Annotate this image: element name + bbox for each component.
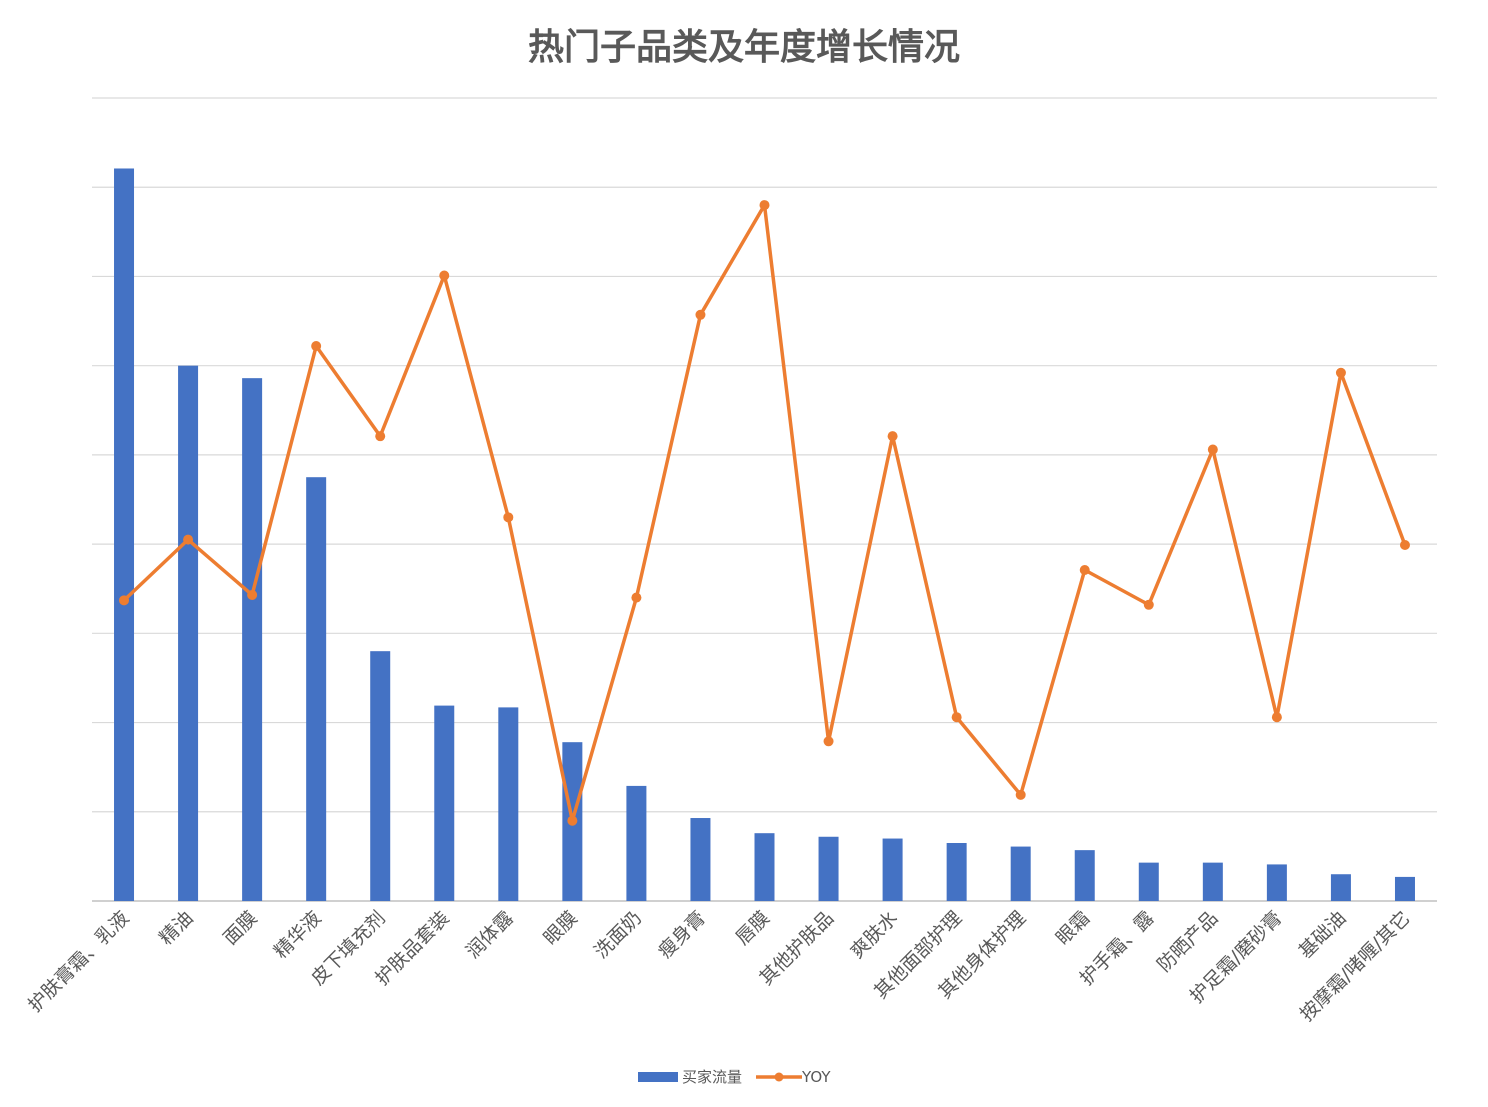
x-tick-label: 基础油 (1295, 907, 1351, 963)
legend-line-swatch (756, 1072, 803, 1081)
bar (626, 785, 647, 901)
bar (1202, 862, 1223, 901)
bar (242, 378, 263, 901)
yoy-point (823, 736, 834, 747)
bar (434, 705, 455, 901)
yoy-point (1207, 444, 1218, 455)
yoy-point (183, 534, 194, 545)
x-tick-label: 面膜 (219, 907, 261, 949)
bar (370, 651, 391, 901)
bar (1074, 850, 1095, 901)
bar (1394, 876, 1415, 901)
x-tick-label: 护肤膏霜、乳液 (23, 906, 133, 1016)
legend-item-line: YOY (756, 1068, 831, 1086)
yoy-point (1399, 540, 1410, 551)
x-tick-label: 爽肤水 (846, 907, 902, 963)
bar (114, 168, 135, 902)
x-tick-label: 唇膜 (732, 907, 774, 949)
yoy-point (119, 595, 130, 606)
bar (498, 707, 519, 901)
yoy-point (567, 815, 578, 826)
bar (882, 838, 903, 901)
x-tick-label: 按摩霜/啫喱/其它 (1296, 907, 1415, 1026)
yoy-point (503, 512, 514, 523)
yoy-point (1143, 599, 1154, 610)
x-tick-label: 眼霜 (1052, 907, 1094, 949)
bar (690, 818, 711, 901)
yoy-point (951, 712, 962, 723)
bar (1010, 846, 1031, 901)
x-tick-label: 精华液 (270, 907, 326, 963)
yoy-point (311, 341, 322, 352)
yoy-point (695, 309, 706, 320)
legend: 买家流量 YOY (638, 1066, 845, 1087)
yoy-point (887, 431, 898, 442)
bar (754, 833, 775, 901)
x-tick-label: 精油 (155, 907, 197, 949)
yoy-point (1335, 367, 1346, 378)
legend-label-line: YOY (802, 1067, 831, 1086)
bar (946, 843, 967, 901)
bar (1266, 864, 1287, 901)
x-tick-label: 洗面奶 (590, 907, 646, 963)
bar (178, 365, 199, 902)
bar (1330, 874, 1351, 901)
legend-label-bar: 买家流量 (682, 1068, 743, 1086)
legend-bar-swatch (638, 1071, 678, 1082)
yoy-point (631, 592, 642, 603)
legend-item-bar: 买家流量 (638, 1066, 742, 1087)
x-tick-label: 瘦身膏 (653, 906, 710, 963)
chart-title: 热门子品类及年度增长情况 (527, 27, 960, 68)
bar (1138, 862, 1159, 901)
yoy-point (247, 589, 258, 600)
yoy-point (1079, 564, 1090, 575)
x-tick-label: 眼膜 (539, 907, 581, 949)
yoy-point (375, 431, 386, 442)
x-tick-label: 润体露 (462, 907, 518, 963)
bar (818, 836, 839, 901)
bar (306, 477, 327, 901)
yoy-point (759, 200, 770, 211)
yoy-point (439, 270, 450, 281)
yoy-point (1271, 712, 1282, 723)
yoy-point (1015, 789, 1026, 800)
